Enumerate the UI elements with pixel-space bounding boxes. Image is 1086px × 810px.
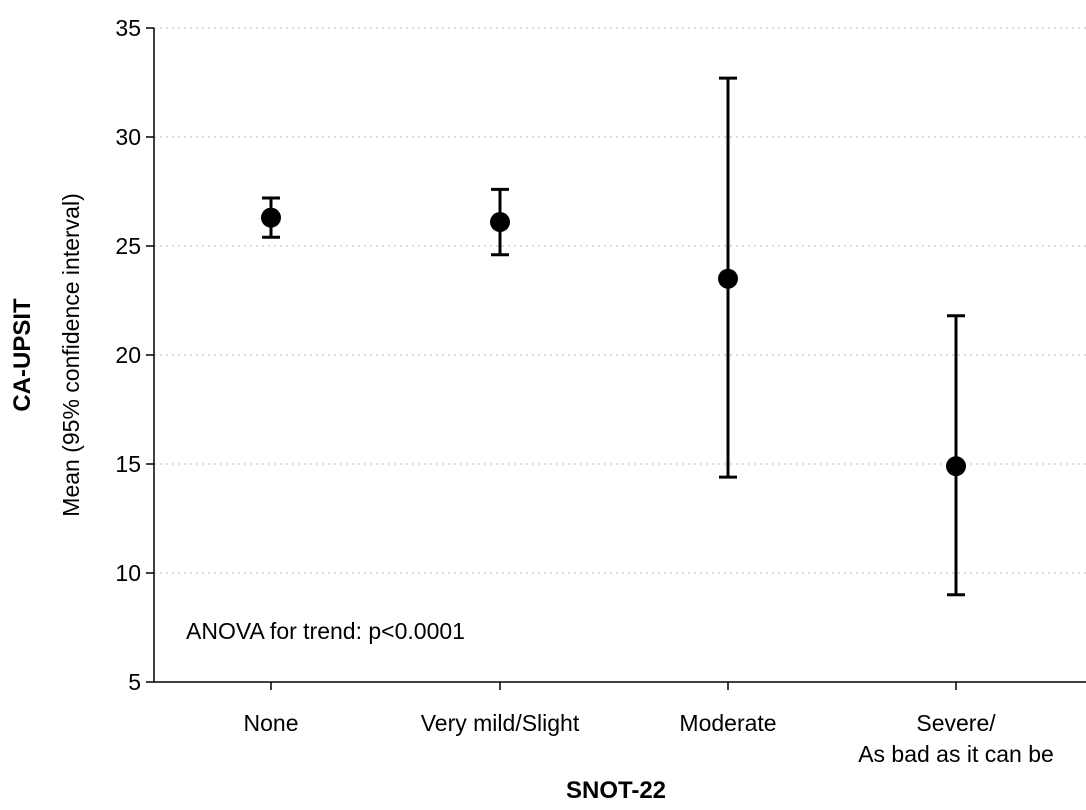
y-tick-label: 20 [115,342,141,368]
y-tick-label: 15 [115,451,141,477]
x-tick-label: None [244,710,299,736]
mean-point [946,456,966,477]
error-bars [262,76,965,597]
x-axis-title: SNOT-22 [566,777,666,804]
grid-lines [154,27,1086,574]
y-axis-title: Mean (95% confidence interval) [58,193,84,516]
mean-points [261,207,966,477]
y-tick-label: 10 [115,560,141,586]
y-axis-title-bold: CA-UPSIT [9,298,36,412]
y-ticks: 5 10 15 20 25 30 35 [115,15,154,695]
x-ticks: None Very mild/Slight Moderate Severe/As ba… [244,682,1054,767]
mean-point [718,268,738,289]
mean-point [261,207,281,228]
mean-point [490,212,510,233]
x-tick-label: Moderate [679,710,776,736]
y-tick-label: 30 [115,124,141,150]
x-tick-label: Severe/ [916,710,996,736]
y-tick-label: 35 [115,15,141,41]
x-tick-label: As bad as it can be [858,741,1054,767]
x-tick-label: Very mild/Slight [421,710,580,736]
y-tick-label: 25 [115,233,141,259]
y-tick-label: 5 [128,669,141,695]
annotation-text: ANOVA for trend: p<0.0001 [186,618,465,644]
